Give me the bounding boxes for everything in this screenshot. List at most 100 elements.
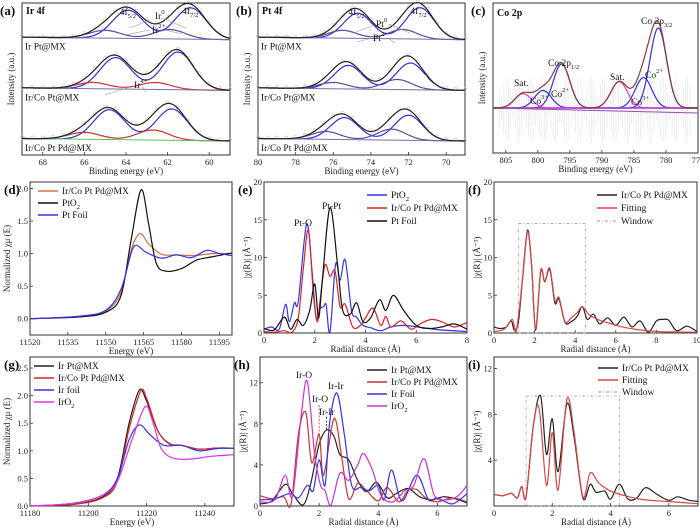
annotation-leader (388, 23, 411, 34)
x-tick-label: 795 (564, 155, 577, 165)
plot-frame (29, 356, 235, 507)
raw-data-point (463, 36, 467, 41)
x-tick-label: 0 (492, 335, 496, 345)
series-line-ir-co-pt-pd-mx (29, 232, 233, 320)
annotation-ir4: Ir4+ (134, 78, 148, 91)
y-axis-label: Intensity (a.u.) (6, 53, 16, 106)
sample-label: Ir/Co Pt@MX (25, 93, 80, 103)
series-line-ir-co-pt-pd-mx (493, 394, 699, 502)
x-axis-label: Radial distance (Å) (561, 517, 631, 527)
panel-a: 68 66 64 62 60 Binding energy (eV) Intensity (… (0, 0, 232, 176)
panel-label: (e) (238, 182, 252, 197)
annotation-leader (124, 29, 151, 36)
panel-b: 80 78 76 74 72 70 Binding energy (eV) Intensity… (236, 0, 467, 176)
raw-data-point (284, 85, 289, 90)
series-line-iro2 (29, 405, 235, 507)
x-tick-label: 790 (596, 155, 609, 165)
y-tick-label: 12 (250, 378, 259, 388)
series-line-fitting (493, 231, 698, 333)
annotation-ir-ir: Ir-Ir (319, 408, 335, 418)
x-tick-label: 0 (262, 335, 266, 345)
x-tick-label: 6 (435, 508, 439, 518)
x-tick-label: 0 (258, 508, 262, 518)
y-tick-label: 10 (254, 253, 263, 263)
legend-label: Ir Pt@MX (391, 366, 432, 376)
annotation-pt2: Pt2+ (373, 31, 388, 44)
x-tick-label: 11565 (133, 337, 154, 347)
plot-frame (492, 2, 699, 154)
annotation-pt0: Pt0 (376, 17, 387, 30)
series-line-ir-pt-mx (259, 429, 468, 506)
y-tick-label: 1.5 (17, 216, 28, 226)
annotation-leader (104, 86, 131, 96)
series-line-fitting (493, 396, 699, 505)
annotation-co3: Co3+ (631, 95, 649, 108)
raw-data-point (444, 137, 449, 141)
raw-data-point (51, 85, 56, 89)
series-line-ir-co-pt-pd-mx (263, 229, 468, 334)
raw-data-point (274, 85, 279, 89)
plot-frame (21, 2, 231, 156)
series-line-pto2 (263, 223, 468, 334)
x-tick-label: 60 (205, 157, 214, 167)
annotation-pt-o: Pt-O (294, 219, 312, 229)
annotation-ir-o: Ir-O (312, 395, 328, 405)
x-axis-label: Binding energy (eV) (324, 166, 398, 176)
y-tick-label: 10 (484, 253, 493, 263)
x-tick-label: 11200 (78, 508, 99, 518)
x-tick-label: 11180 (20, 508, 41, 518)
y-tick-label: 5 (488, 290, 492, 300)
y-tick-label: 15 (254, 215, 263, 225)
x-tick-label: 2 (550, 508, 554, 518)
x-axis-label: Energy (eV) (109, 346, 154, 356)
panel-label: (c) (471, 3, 485, 18)
x-tick-label: 70 (442, 157, 451, 167)
y-tick-label: 1.5 (17, 418, 28, 428)
x-tick-label: 2 (532, 335, 536, 345)
fit-window-box (517, 223, 586, 334)
x-tick-label: 66 (80, 157, 89, 167)
y-tick-label: 1.0 (17, 446, 28, 456)
y-tick-label: 20 (254, 177, 263, 187)
x-tick-label: 72 (404, 157, 413, 167)
raw-data-point (61, 34, 66, 39)
sample-label: Ir Pt@MX (25, 43, 66, 53)
panel-label: (b) (236, 3, 252, 18)
x-axis-label: Radial distance (Å) (561, 344, 631, 354)
series-line-ir-foil (29, 424, 235, 507)
legend-label: Ir/Co Pt Pd@MX (391, 378, 458, 388)
y-tick-label: 0.0 (17, 314, 28, 324)
panel-title: Co 2p (497, 8, 523, 19)
y-tick-label: 0 (254, 501, 258, 511)
sample-label: Ir/Co Pt@MX (261, 93, 316, 103)
annotation-pt-pt: Pt-Pt (322, 202, 341, 212)
annotation-co2: Co2+ (645, 68, 663, 81)
x-tick-label: 11580 (171, 337, 192, 347)
peak-label-co2p12: Co 2p1/2 (548, 59, 579, 71)
x-tick-label: 4 (573, 335, 578, 345)
plot-frame (493, 356, 699, 507)
legend-label: Ir/Co Pt Pd@MX (622, 364, 689, 374)
y-tick-label: 2.0 (17, 184, 28, 194)
raw-data-point (416, 0, 420, 4)
y-axis-label: |χ(R)| (Å⁻³) (472, 411, 482, 453)
x-tick-label: 11520 (20, 337, 41, 347)
y-tick-label: 8 (488, 409, 492, 419)
legend-label: Pt Foil (391, 217, 417, 227)
legend-label: IrO2 (391, 402, 407, 414)
y-axis-label: Normalized χμ (E) (2, 398, 12, 465)
annotation-leader (141, 85, 147, 93)
y-tick-label: 0.5 (17, 473, 28, 483)
y-tick-label: 8 (254, 419, 258, 429)
annotation-co2: Co2+ (551, 87, 569, 100)
annotation-leader (164, 29, 183, 35)
x-tick-label: 780 (660, 155, 673, 165)
legend-label: Window (621, 217, 653, 227)
x-tick-label: 2 (313, 335, 317, 345)
legend-label: Ir/Co Pt Pd@MX (62, 187, 129, 197)
annotation-leader (129, 19, 151, 29)
series-line-pt-foil (263, 207, 468, 332)
annotation-sat: Sat. (610, 73, 625, 83)
annotation-ir2: Ir2+ (152, 23, 166, 36)
